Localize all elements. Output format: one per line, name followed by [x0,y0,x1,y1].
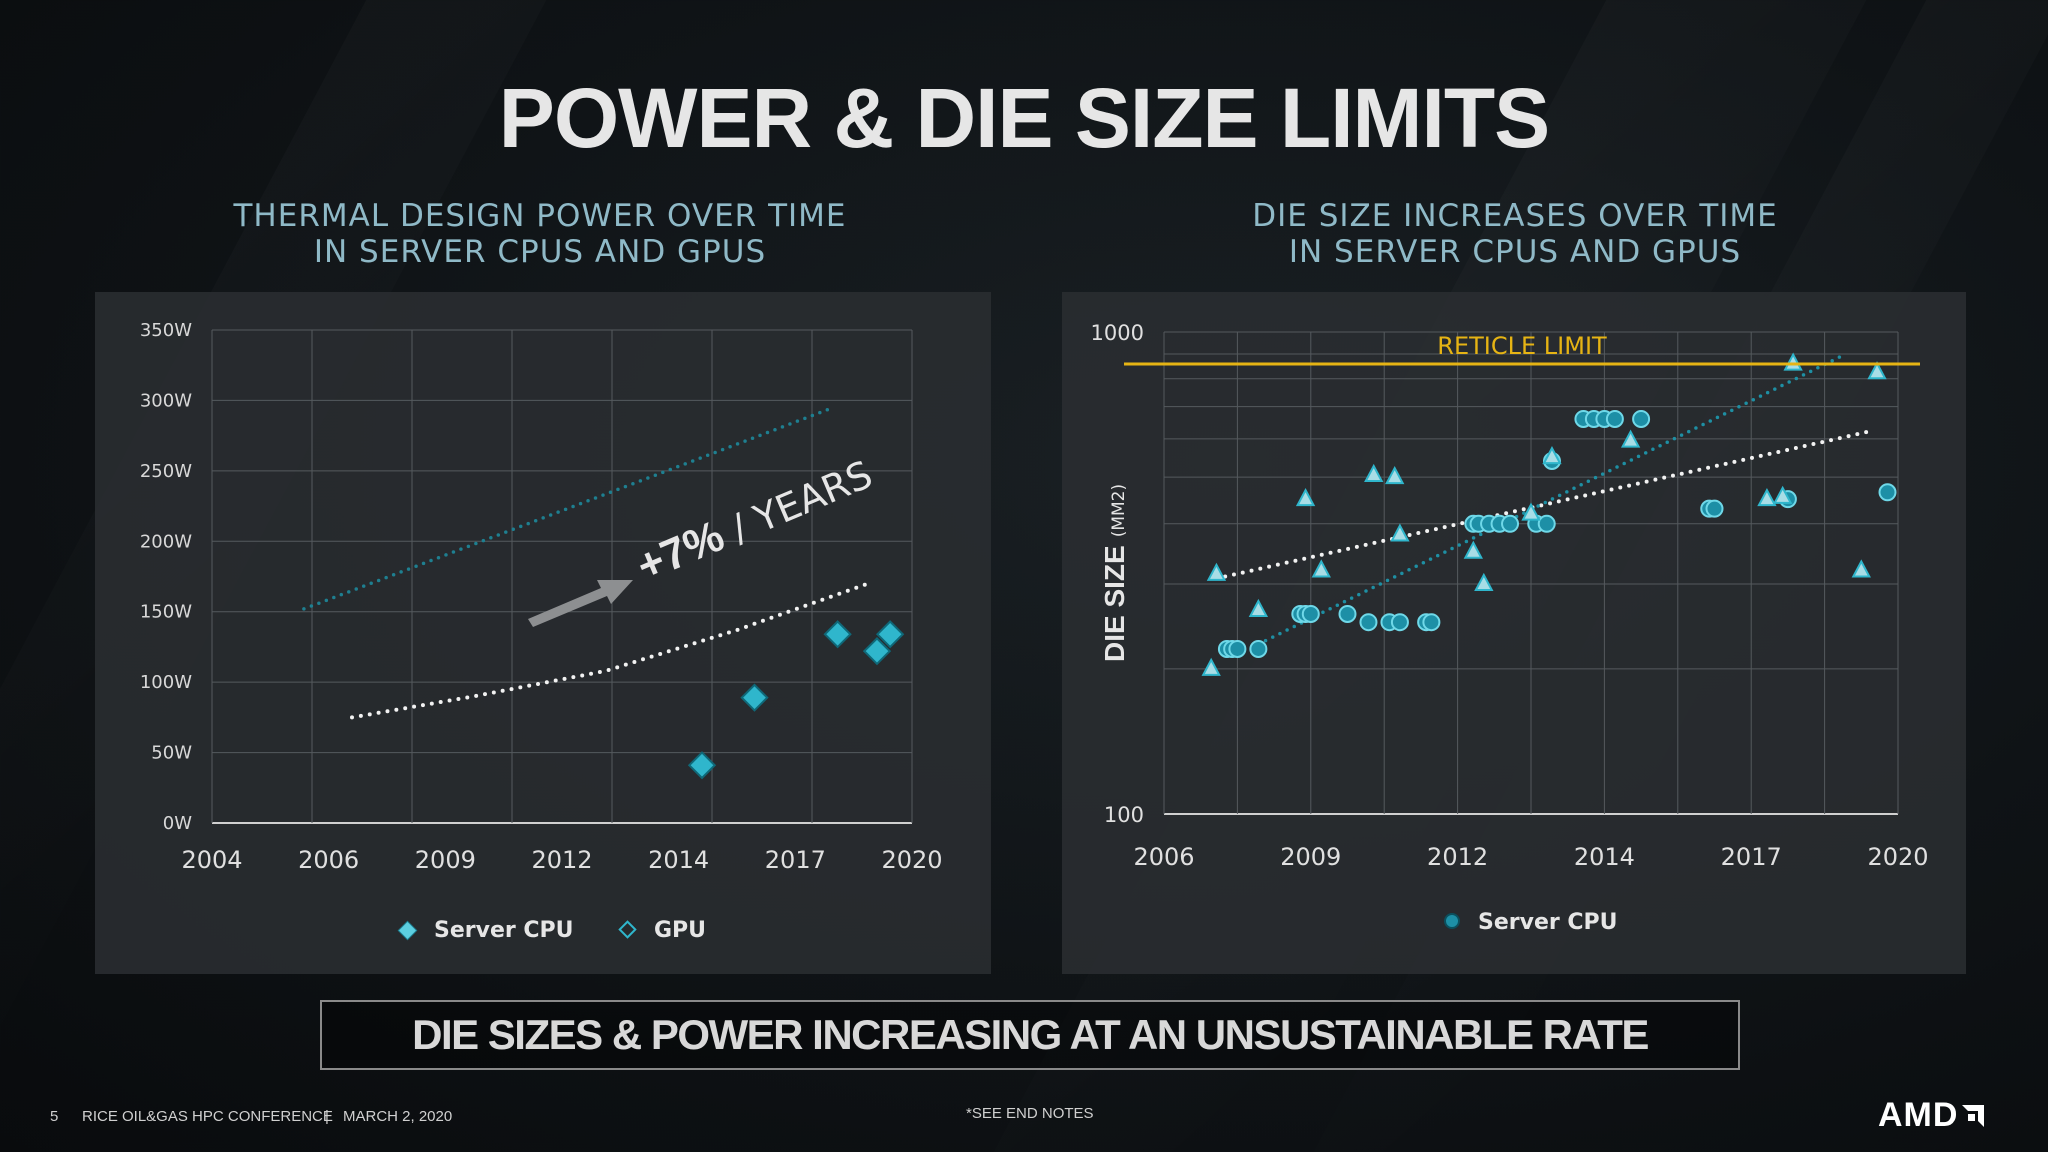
gpu-point [1521,502,1541,521]
x-tick-label: 2012 [531,846,592,874]
amd-logo: AMD [1878,1096,1985,1135]
x-tick-label: 2014 [648,846,709,874]
server-cpu-point [1501,514,1520,533]
gpu-point [1851,559,1871,578]
gpu-point [1783,352,1803,371]
server-cpu-point [1390,613,1409,632]
die-size-axis-unit: (MM2) [1109,484,1129,537]
server-cpu-point [1338,604,1357,623]
server-cpu-point [1632,409,1651,428]
gpu-point [1620,429,1641,448]
footer-date: MARCH 2, 2020 [343,1108,453,1125]
gpu-point [1463,540,1483,559]
legend-marker-gpu [618,920,637,939]
y-tick-label: 150W [140,602,192,623]
growth-annotation-unit: / YEARS [714,452,879,555]
legend-marker-server-cpu [397,920,418,941]
x-tick-label: 2006 [1133,843,1194,871]
x-tick-label: 2014 [1574,843,1635,871]
right-subtitle-line-2: IN SERVER CPUS AND GPUS [1288,234,1742,270]
server-cpu-point [687,751,717,780]
cpu-trend-line [1214,430,1869,581]
left-subtitle-line-1: THERMAL DESIGN POWER OVER TIME [233,198,847,234]
server-cpu-point [1249,639,1268,658]
legend-label-gpu: GPU [654,918,706,943]
gpu-point [1295,488,1316,507]
server-cpu-point [1537,514,1556,533]
server-cpu-point [1605,409,1624,428]
gpu-point [1248,598,1269,617]
y-tick-label: 1000 [1091,321,1144,345]
footer-conference: RICE OIL&GAS HPC CONFERENCE [82,1108,333,1125]
die-size-axis-title: DIE SIZE (MM2) [1099,484,1130,662]
gpu-point [1390,523,1410,542]
x-tick-label: 2017 [765,846,826,874]
page-title: POWER & DIE SIZE LIMITS [498,71,1550,165]
x-tick-label: 2009 [1280,843,1341,871]
server-cpu-point [1705,499,1724,518]
reticle-limit-label: RETICLE LIMIT [1437,332,1607,360]
server-cpu-point [1228,639,1247,658]
server-cpu-point [875,620,905,649]
server-cpu-point [1422,613,1441,632]
x-tick-label: 2017 [1721,843,1782,871]
tdp-legend: Server CPU GPU [397,918,706,943]
die-size-chart-panel: 100 1000 2006 2009 2012 2014 2017 2020 RETICLE… [1062,292,1966,974]
cpu-trend-line [350,581,871,720]
gpu-point [1772,485,1793,504]
x-tick-label: 2020 [1867,843,1928,871]
server-cpu-point [1878,483,1897,502]
gpu-point [1542,446,1562,465]
server-cpu-point [823,620,852,649]
legend-label-server-cpu: Server CPU [1478,910,1618,935]
footer-separator: | [325,1108,329,1125]
y-tick-label: 200W [140,531,192,552]
gpu-trend-line [1256,352,1848,646]
x-tick-label: 2004 [181,846,242,874]
x-tick-label: 2020 [881,846,942,874]
left-subtitle-line-2: IN SERVER CPUS AND GPUS [313,234,767,270]
y-tick-label: 300W [140,390,192,411]
y-tick-label: 50W [151,743,192,764]
gpu-point [1385,465,1405,485]
x-tick-label: 2006 [298,846,359,874]
gpu-point [1474,572,1494,592]
y-tick-label: 100W [140,672,192,693]
gpu-point [1867,361,1887,380]
gpu-trend-line [302,405,836,611]
server-cpu-point [862,637,892,666]
x-tick-label: 2012 [1427,843,1488,871]
legend-marker-server-cpu [1444,913,1460,929]
footer-notes: *SEE END NOTES [966,1105,1094,1122]
right-chart-subtitle: DIE SIZE INCREASES OVER TIME IN SERVER C… [1135,198,1895,270]
server-cpu-point [1301,604,1320,623]
gpu-point [1364,463,1384,483]
gpu-point [1757,488,1777,507]
tdp-chart: 0W 50W 100W 150W 200W 250W 300W 350W 2004 2006 20… [140,320,943,943]
legend-label-server-cpu: Server CPU [434,918,574,943]
y-tick-label: 250W [140,461,192,482]
gpu-point [1311,559,1331,578]
die-size-chart: 100 1000 2006 2009 2012 2014 2017 2020 RETICLE… [1091,321,1929,935]
key-message-banner: DIE SIZES & POWER INCREASING AT AN UNSUS… [320,1000,1740,1070]
right-subtitle-line-1: DIE SIZE INCREASES OVER TIME [1252,198,1778,234]
growth-arrow-icon [528,580,633,627]
footer-page-number: 5 [50,1108,59,1125]
gpu-point [1206,562,1227,581]
growth-annotation-value: +7% [630,511,731,591]
die-size-legend: Server CPU [1444,910,1618,935]
y-tick-label: 350W [140,320,192,341]
left-chart-subtitle: THERMAL DESIGN POWER OVER TIME IN SERVER… [160,198,920,270]
server-cpu-point [1359,613,1378,632]
y-tick-label: 100 [1104,803,1144,827]
x-tick-label: 2009 [415,846,476,874]
y-tick-label: 0W [163,813,192,834]
amd-arrow-icon [1962,1104,1985,1127]
amd-logo-text: AMD [1878,1096,1959,1134]
tdp-chart-panel: 0W 50W 100W 150W 200W 250W 300W 350W 2004 2006 20… [95,292,991,974]
gpu-point [1201,657,1221,676]
growth-annotation: +7% / YEARS [630,448,879,591]
die-size-axis-label: DIE SIZE [1099,545,1130,662]
server-cpu-point [740,683,769,712]
